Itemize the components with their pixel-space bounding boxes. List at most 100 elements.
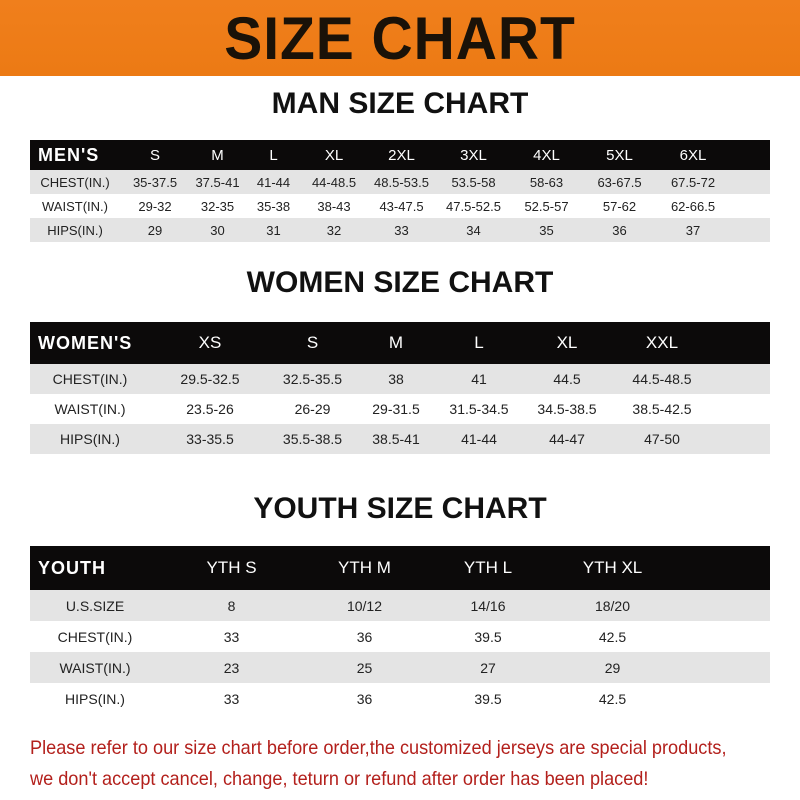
cell: 29 <box>147 222 163 238</box>
cell: 39.5 <box>474 690 502 707</box>
cell: 44-47 <box>549 431 585 447</box>
cell: 57-62 <box>602 198 637 214</box>
cell: 23 <box>223 659 240 676</box>
row-label: HIPS(IN.) <box>47 222 103 238</box>
cell: 35 <box>539 222 554 238</box>
cell: 41-44 <box>461 431 497 447</box>
cell: 3XL <box>460 146 487 164</box>
page-title: SIZE CHART <box>224 4 576 72</box>
cell: 30 <box>210 222 225 238</box>
table-header: YOUTH YTH S YTH M YTH L YTH XL <box>30 546 770 590</box>
cell: 14/16 <box>470 597 506 614</box>
cell: 33 <box>223 628 240 645</box>
cell: 58-63 <box>529 174 564 190</box>
row-label: WAIST(IN.) <box>54 401 126 417</box>
cell: 44.5-48.5 <box>632 371 692 387</box>
row-label: CHEST(IN.) <box>40 174 110 190</box>
cell: XS <box>198 333 222 352</box>
row-label: YOUTH <box>38 557 106 578</box>
row-label: HIPS(IN.) <box>60 431 120 447</box>
cell: 10/12 <box>346 597 383 614</box>
women-size-table: WOMEN'S XS S M L XL XXL CHEST(IN.) 29.5-32.5 32.5… <box>30 322 770 454</box>
cell: 43-47.5 <box>379 198 424 214</box>
cell: 35-38 <box>256 198 291 214</box>
cell: 38.5-41 <box>372 431 420 447</box>
cell: 33 <box>223 690 240 707</box>
row-label: WAIST(IN.) <box>59 659 131 676</box>
table-row: WAIST(IN.) 23 25 27 29 <box>30 652 770 683</box>
cell: 36 <box>356 690 373 707</box>
cell: 63-67.5 <box>597 174 642 190</box>
cell: 44-48.5 <box>311 174 357 190</box>
cell: 2XL <box>388 146 415 164</box>
cell: 38-43 <box>317 198 351 214</box>
disclaimer-line: we don't accept cancel, change, teturn o… <box>30 768 649 790</box>
cell: 39.5 <box>474 628 502 645</box>
row-label: CHEST(IN.) <box>57 628 133 645</box>
cell: 32.5-35.5 <box>282 371 343 387</box>
cell: 29.5-32.5 <box>180 371 240 387</box>
cell: 37 <box>685 222 701 238</box>
cell: 4XL <box>533 146 560 164</box>
cell: 27 <box>480 659 496 676</box>
cell: S <box>306 333 319 352</box>
cell: 31.5-34.5 <box>449 401 509 417</box>
cell: 29-32 <box>138 198 172 214</box>
cell: YTH S <box>206 558 257 577</box>
table-row: WAIST(IN.) 23.5-26 26-29 29-31.5 31.5-34.5 34… <box>30 394 770 424</box>
cell: 6XL <box>679 146 707 164</box>
cell: 38 <box>388 371 404 387</box>
row-label: WAIST(IN.) <box>42 198 108 214</box>
men-heading: MAN SIZE CHART <box>271 87 529 120</box>
cell: L <box>474 333 484 352</box>
cell: 32 <box>326 222 342 238</box>
cell: 53.5-58 <box>451 174 496 190</box>
men-size-table: MEN'S S M L XL 2XL 3XL 4XL 5XL 6XL CHEST(IN.) 35-37… <box>30 140 770 242</box>
youth-heading: YOUTH SIZE CHART <box>253 492 547 525</box>
cell: 23.5-26 <box>186 401 234 417</box>
cell: 18/20 <box>594 597 631 614</box>
cell: 36 <box>612 222 627 238</box>
row-label: WOMEN'S <box>38 332 133 353</box>
cell: L <box>269 146 278 164</box>
cell: 42.5 <box>598 690 627 707</box>
cell: XL <box>556 333 578 352</box>
cell: 34 <box>466 222 481 238</box>
table-row: WAIST(IN.) 29-32 32-35 35-38 38-43 43-47.5 47.… <box>30 194 770 218</box>
cell: XXL <box>645 333 679 352</box>
cell: YTH XL <box>582 558 643 577</box>
table-row: CHEST(IN.) 33 36 39.5 42.5 <box>30 621 770 652</box>
cell: S <box>149 146 160 164</box>
row-label: HIPS(IN.) <box>65 690 125 707</box>
table-header: MEN'S S M L XL 2XL 3XL 4XL 5XL 6XL <box>30 140 770 170</box>
cell: 52.5-57 <box>524 198 569 214</box>
cell: 37.5-41 <box>195 174 240 190</box>
disclaimer: Please refer to our size chart before or… <box>30 733 790 795</box>
table-row: HIPS(IN.) 29 30 31 32 33 34 35 36 37 <box>30 218 770 242</box>
cell: 34.5-38.5 <box>537 401 597 417</box>
row-label: U.S.SIZE <box>65 597 125 614</box>
cell: YTH M <box>338 558 391 577</box>
table-row: CHEST(IN.) 35-37.5 37.5-41 41-44 44-48.5 48.5… <box>30 170 770 194</box>
cell: 33 <box>394 222 409 238</box>
cell: 35-37.5 <box>132 174 178 190</box>
title-banner: SIZE CHART <box>0 0 800 76</box>
table-row: U.S.SIZE 8 10/12 14/16 18/20 <box>30 590 770 621</box>
cell: 62-66.5 <box>670 198 716 214</box>
cell: 48.5-53.5 <box>374 174 429 190</box>
cell: 47-50 <box>644 431 680 447</box>
row-label: MEN'S <box>38 144 100 165</box>
youth-size-table: YOUTH YTH S YTH M YTH L YTH XL U.S.SIZE 8 10/12… <box>30 546 770 714</box>
table-row: HIPS(IN.) 33-35.5 35.5-38.5 38.5-41 41-44 44-… <box>30 424 770 454</box>
cell: 26-29 <box>294 401 331 417</box>
cell: 25 <box>356 659 373 676</box>
cell: 32-35 <box>200 198 235 214</box>
cell: 33-35.5 <box>186 431 234 447</box>
cell: 41-44 <box>256 174 291 190</box>
table-header: WOMEN'S XS S M L XL XXL <box>30 322 770 364</box>
cell: 36 <box>356 628 373 645</box>
cell: 29 <box>604 659 621 676</box>
cell: 29-31.5 <box>372 401 420 417</box>
cell: 41 <box>471 371 487 387</box>
cell: 35.5-38.5 <box>282 431 343 447</box>
